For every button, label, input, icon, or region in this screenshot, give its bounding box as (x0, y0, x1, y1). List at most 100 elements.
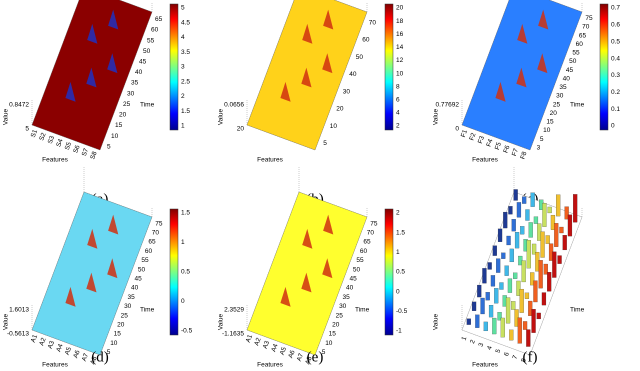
bar (521, 260, 526, 283)
colorbar (599, 3, 609, 131)
time-tick-label: 20 (332, 322, 340, 329)
time-tick-label: 55 (147, 37, 155, 44)
time-tick-label: 15 (115, 122, 123, 129)
colorbar-tick-label: 4.5 (181, 19, 190, 26)
colorbar-tick-label: 3.5 (181, 49, 190, 56)
bar (466, 318, 471, 325)
time-tick-label: 55 (572, 50, 580, 57)
feature-tick-label: A8 (304, 355, 313, 365)
bar (528, 300, 533, 316)
colorbar-tick-label: 1 (181, 239, 185, 246)
time-tick-label: 10 (330, 123, 338, 130)
colorbar-tick-label: 2 (181, 93, 185, 100)
surface-peak (495, 81, 506, 102)
time-tick-label: 55 (356, 257, 364, 264)
bar (547, 272, 552, 292)
time-tick-label: 3 (537, 144, 541, 151)
bar (562, 235, 567, 251)
y-axis-label: Value (218, 314, 225, 331)
bar (511, 219, 516, 232)
time-tick-label: 20 (117, 322, 125, 329)
bar (538, 260, 543, 289)
x-axis-label: Features (42, 362, 68, 369)
subfigure: 1.5 1 0.5 0 -0.5 A1 A2 A3 A4 A5 A6 A7 A8 5 10 15 20 25 30 3… (3, 167, 193, 369)
value-tick-label: 0.8472 (9, 102, 29, 109)
x-axis-label: Features (42, 157, 68, 164)
time-tick-label: 15 (329, 331, 337, 338)
bar (540, 231, 545, 258)
time-tick-label: 15 (114, 331, 122, 338)
surface-peak (280, 81, 291, 102)
feature-tick-label: A2 (253, 336, 262, 346)
time-tick-label: 40 (346, 285, 354, 292)
subfigure: 20 18 16 14 12 10 8 6 4 2 5 10 20 30 40 50 60 70 0.0656 20 V… (218, 0, 404, 207)
bar (506, 235, 511, 246)
feature-tick-label: F3 (477, 135, 486, 145)
bar (511, 301, 516, 310)
time-tick-label: 35 (343, 294, 351, 301)
feature-tick-label: 3 (478, 342, 486, 348)
colorbar-tick-label: 1 (181, 123, 185, 130)
feature-tick-label: S1 (30, 128, 39, 138)
bar (557, 255, 562, 264)
x-axis-label: Features (472, 157, 498, 164)
colorbar-tick-label: 0.7 (611, 5, 620, 12)
colorbar-tick-label: 1.5 (181, 210, 190, 217)
colorbar (169, 208, 179, 336)
time-tick-label: 55 (141, 257, 149, 264)
bar (513, 272, 518, 279)
time-tick-label: 60 (360, 248, 368, 255)
feature-tick-label: 2 (469, 339, 477, 345)
y-axis-label: Value (3, 109, 10, 126)
time-tick-label: 30 (127, 90, 135, 97)
time-tick-label: 25 (553, 101, 561, 108)
time-tick-label: 30 (124, 303, 132, 310)
bar (501, 252, 506, 259)
feature-tick-label: S3 (47, 135, 56, 145)
feature-tick-label: A4 (55, 343, 64, 353)
colorbar-tick-label: 1 (396, 249, 400, 256)
bar (556, 194, 561, 217)
time-tick-label: 50 (138, 266, 146, 273)
value-tick-label: 0 (455, 126, 459, 133)
time-tick-label: 75 (155, 220, 163, 227)
surface-peak (516, 67, 527, 88)
surface-peak (302, 228, 313, 249)
surface-peak (301, 67, 312, 88)
bar (522, 196, 527, 204)
bar (525, 209, 530, 221)
bar (520, 226, 525, 235)
bar (494, 288, 499, 304)
time-tick-label: 40 (563, 75, 571, 82)
surface-peak (86, 67, 97, 88)
time-tick-label: 60 (362, 37, 370, 44)
time-tick-label: 45 (566, 67, 574, 74)
feature-tick-label: 5 (495, 348, 503, 354)
time-tick-label: 5 (107, 349, 111, 356)
time-tick-label: 70 (367, 230, 375, 237)
colorbar-tick-label: 0.2 (611, 89, 620, 96)
bar (567, 214, 573, 237)
time-tick-label: 45 (349, 276, 357, 283)
feature-tick-label: S8 (89, 150, 98, 160)
colorbar-tick-label: 0.1 (611, 106, 620, 113)
bar (488, 305, 494, 318)
colorbar-tick-label: 16 (396, 31, 404, 38)
caption: (d) (91, 349, 109, 365)
feature-tick-label: S6 (72, 144, 81, 154)
z-axis-label: Time (355, 307, 370, 314)
colorbar-tick-label: 2 (396, 210, 400, 217)
time-tick-label: 30 (343, 88, 351, 95)
feature-tick-label: F7 (511, 147, 520, 157)
bar (513, 189, 518, 201)
bar (504, 265, 509, 276)
bar (508, 206, 513, 215)
bar (554, 223, 559, 247)
feature-tick-label: A7 (81, 352, 90, 362)
colorbar-tick-label: 3 (181, 64, 185, 71)
bar (550, 214, 556, 230)
caption: (f) (523, 349, 538, 365)
surface-peak (301, 272, 312, 293)
